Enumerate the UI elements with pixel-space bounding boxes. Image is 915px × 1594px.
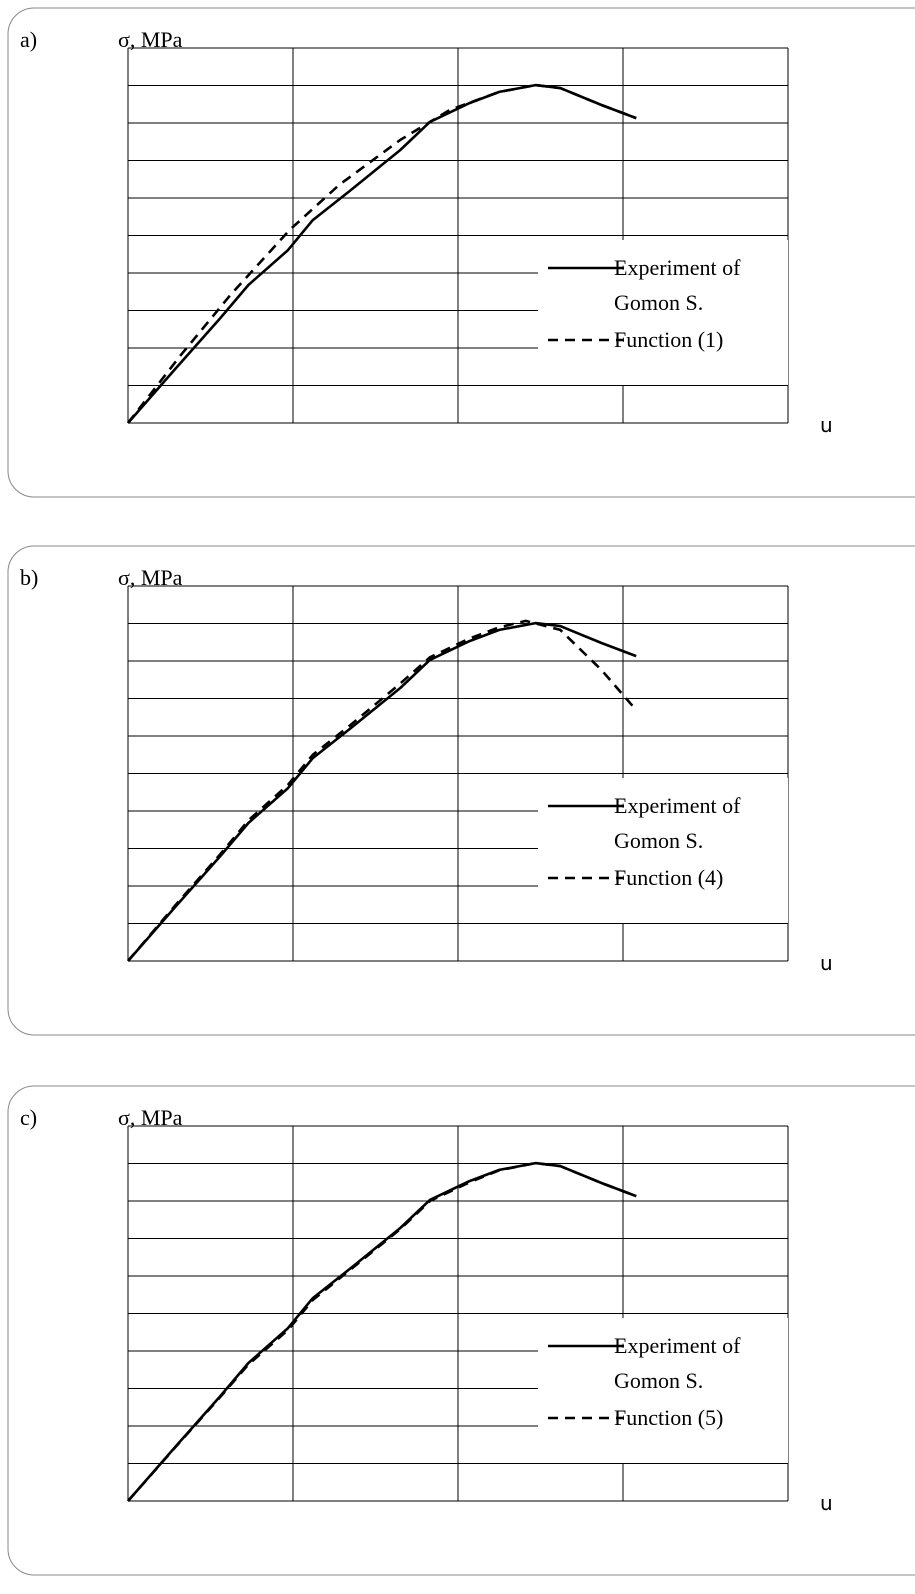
legend-swatch (548, 266, 624, 270)
x-axis-label: u (820, 413, 833, 437)
data-line (127, 83, 637, 424)
legend: Experiment of Gomon S. Function (5) (538, 1318, 788, 1463)
panel-label: b) (20, 565, 39, 590)
legend-label: Experiment of Gomon S. (614, 793, 741, 853)
x-axis-label: u (820, 951, 833, 975)
legend-swatch (548, 1416, 624, 1420)
legend: Experiment of Gomon S. Function (1) (538, 240, 788, 385)
y-axis-label: σ, MPa (118, 565, 183, 590)
legend-label: Function (1) (614, 327, 724, 352)
data-line (127, 1161, 637, 1502)
panel-frame (7, 545, 915, 1036)
legend-swatch (548, 876, 624, 880)
data-line (127, 619, 638, 962)
legend-label: Function (5) (614, 1405, 724, 1430)
data-line (127, 621, 637, 962)
legend-label: Experiment of Gomon S. (614, 1333, 741, 1393)
legend-label: Function (4) (614, 865, 724, 890)
panel-label: a) (20, 27, 38, 52)
y-axis-label: σ, MPa (118, 27, 183, 52)
panel-frame (7, 1085, 915, 1576)
legend-swatch (548, 804, 624, 808)
x-axis-label: u (820, 1491, 833, 1515)
legend-swatch (548, 338, 624, 342)
panel-label: c) (20, 1105, 38, 1130)
panel-frame (7, 7, 915, 498)
y-axis-label: σ, MPa (118, 1105, 183, 1130)
legend: Experiment of Gomon S. Function (4) (538, 778, 788, 923)
legend-swatch (548, 1344, 624, 1348)
legend-label: Experiment of Gomon S. (614, 255, 741, 315)
